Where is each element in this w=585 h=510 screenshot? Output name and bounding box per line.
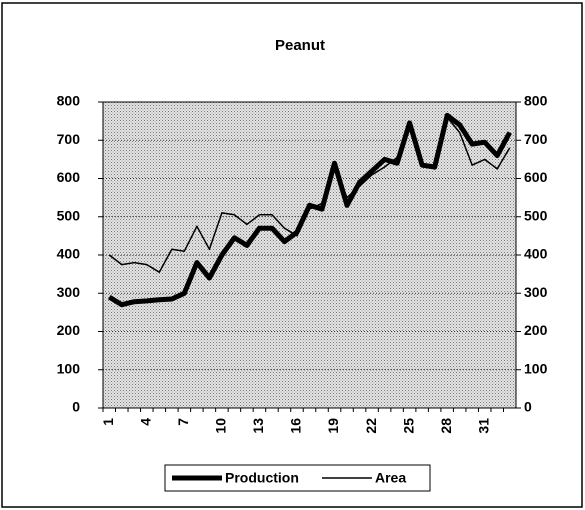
y-tick-label: 700: [57, 131, 81, 147]
legend-label: Production: [225, 470, 299, 486]
x-tick-label: 19: [325, 418, 341, 434]
y2-tick-label: 0: [524, 399, 532, 415]
y-tick-label: 800: [57, 93, 81, 109]
y-tick-label: 200: [57, 322, 81, 338]
x-tick-label: 4: [138, 418, 154, 426]
y-tick-label: 300: [57, 284, 81, 300]
y2-tick-label: 300: [524, 284, 548, 300]
y2-tick-label: 800: [524, 93, 548, 109]
y2-tick-label: 100: [524, 360, 548, 376]
legend-label: Area: [375, 470, 406, 486]
line-series: [108, 116, 511, 273]
plot-area: [102, 101, 517, 409]
y-tick-label: 400: [57, 246, 81, 262]
y-tick-label: 600: [57, 169, 81, 185]
x-tick-label: 31: [475, 418, 491, 434]
y2-tick-label: 200: [524, 322, 548, 338]
chart-title: Peanut: [275, 37, 325, 54]
y-tick-label: 500: [57, 207, 81, 223]
x-tick-label: 28: [438, 418, 454, 434]
x-tick-label: 13: [250, 418, 266, 434]
y-tick-label: 0: [72, 399, 80, 415]
x-tick-label: 16: [288, 418, 304, 434]
y2-tick-label: 500: [524, 207, 548, 223]
y-tick-label: 100: [57, 360, 81, 376]
x-tick-label: 1: [100, 418, 116, 426]
x-tick-label: 22: [363, 418, 379, 434]
x-tick-label: 7: [175, 418, 191, 426]
x-tick-label: 25: [400, 418, 416, 434]
y2-tick-label: 400: [524, 246, 548, 262]
x-tick-label: 10: [213, 418, 229, 434]
y2-tick-label: 700: [524, 131, 548, 147]
y2-tick-label: 600: [524, 169, 548, 185]
